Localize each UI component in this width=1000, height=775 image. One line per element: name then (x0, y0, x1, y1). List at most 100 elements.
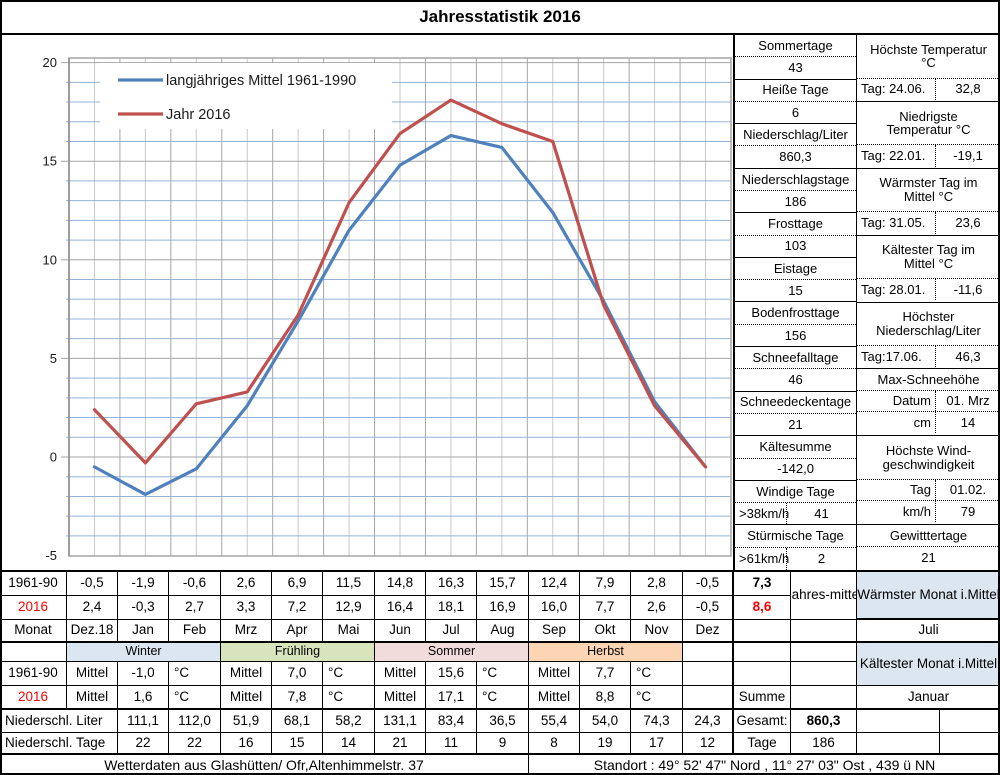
precip-tage-value: 14 (323, 733, 375, 755)
mean-2016-month-value: 16,4 (375, 596, 426, 620)
monthly-data-table: 1961-90 -0,5 -1,9 -0,6 2,6 6,9 11,5 14,8 16,3 15,… (0, 570, 1000, 775)
statistics-panel-right-column: Höchste Temperatur °C Tag: 24.06. 32,8 Niedr… (857, 35, 1000, 570)
stat-value-row: 6 (735, 102, 856, 123)
warmest-month-value: Juli (857, 620, 1000, 643)
stat-detail-label: Tag:17.06. (857, 346, 936, 368)
month-name: Jul (426, 620, 477, 643)
mean-1961-90-month-value: -0,5 (67, 572, 118, 596)
stat-value: 41 (814, 505, 829, 521)
season-header-winter: Winter (67, 643, 221, 662)
season-row-label: 2016 (0, 686, 67, 710)
stat-group-title: Gewitttertage (857, 525, 1000, 547)
stat-value-row: 46 (735, 369, 856, 390)
season-mittel-label: Mittel (67, 662, 118, 686)
season-mean-value: 1,6 (118, 686, 169, 710)
stat-group-hei-e-tage: Heiße Tage 6 (735, 80, 856, 125)
stat-detail-label: Tag: 22.01. (857, 145, 936, 167)
stat-group-title-line: Mittel °C (903, 189, 954, 205)
stat-group-windige-tage: Windige Tage >38km/h 41 (735, 481, 856, 526)
precip-tage-total-value: 186 (791, 733, 857, 755)
stat-group-title-line: Mittel °C (903, 255, 954, 271)
stat-group-title-line: Kältester Tag im (882, 242, 975, 258)
precip-liter-value: 51,9 (221, 710, 272, 733)
stat-detail-row: Tag 01.02. (857, 479, 1000, 502)
stat-group-title-line: Höchster (902, 309, 955, 325)
precip-liter-value: 68,1 (272, 710, 323, 733)
y-axis-tick-label: 10 (43, 252, 57, 267)
stat-value: -142,0 (777, 461, 814, 477)
season-unit: °C (477, 686, 529, 710)
stat-detail-label: Tag: 31.05. (857, 212, 936, 234)
stat-value-row: 156 (735, 325, 856, 346)
stat-group-max-schneeh-he: Max-Schneehöhe Datum 01. Mrz cm 14 (857, 369, 1000, 437)
stat-group-title-line: Höchste Wind- (885, 442, 972, 458)
precip-liter-total-label: Gesamt: (734, 710, 791, 733)
stat-detail-row: 21 (857, 547, 1000, 568)
annual-mean-2016: 8,6 (734, 596, 791, 620)
season-unit: °C (631, 662, 683, 686)
precip-tage-value: 12 (683, 733, 734, 755)
stat-group-sommertage: Sommertage 43 (735, 35, 856, 80)
season-row-label: 1961-90 (0, 662, 67, 686)
precip-tage-value: 17 (631, 733, 683, 755)
stat-detail-label: km/h (857, 501, 936, 523)
precip-liter-total-value: 860,3 (791, 710, 857, 733)
mean-2016-month-value: 7,7 (580, 596, 631, 620)
temperature-line-chart: 20 15 10 5 0 -5 langjähriges Mittel 1961-1990 J… (0, 35, 733, 570)
empty-cell (734, 643, 791, 662)
precip-liter-value: 54,0 (580, 710, 631, 733)
stat-group-title: Wärmster Tag im Mittel °C (857, 169, 1000, 213)
season-mittel-label: Mittel (67, 686, 118, 710)
stat-value: 15 (788, 283, 803, 299)
stat-group-title-line: Niedrigste (899, 108, 958, 124)
stat-group-bodenfrosttage: Bodenfrosttage 156 (735, 302, 856, 348)
stat-label: Heiße Tage (735, 80, 856, 102)
stat-label: Schneedeckentage (735, 392, 856, 414)
stat-group-gewitttertage: Gewitttertage 21 (857, 525, 1000, 570)
page-title: Jahresstatistik 2016 (419, 6, 581, 26)
stat-detail-label: Datum (857, 390, 936, 411)
stat-value: 103 (784, 238, 807, 254)
season-mean-value: 7,7 (580, 662, 631, 686)
cell-line: Mittel (967, 586, 1000, 602)
mean-1961-90-month-value: 2,6 (221, 572, 272, 596)
precip-liter-label: Niederschl. Liter (0, 710, 118, 733)
stat-detail-value: -11,6 (953, 282, 983, 298)
stat-detail-value: 32,8 (955, 81, 981, 97)
y-axis-tick-label: 20 (43, 55, 57, 70)
stat-detail-label: Tag: 28.01. (857, 279, 936, 301)
empty-cell (940, 710, 1000, 733)
stat-value: 860,3 (779, 149, 812, 165)
empty-cell (791, 686, 857, 710)
legend-entry-label: langjähriges Mittel 1961-1990 (166, 73, 356, 89)
coldest-month-label: Kältester Monat i. Mittel (857, 643, 1000, 686)
stat-value-prefix: >61km/h (735, 548, 789, 570)
stat-detail-row: Tag: 31.05. 23,6 (857, 212, 1000, 234)
mean-2016-month-value: 7,2 (272, 596, 323, 620)
empty-cell (683, 662, 734, 686)
stat-detail-row: Tag: 22.01. -19,1 (857, 145, 1000, 167)
month-name: Jan (118, 620, 169, 643)
mean-1961-90-month-value: -0,6 (169, 572, 221, 596)
precip-liter-value: 74,3 (631, 710, 683, 733)
month-name: Okt (580, 620, 631, 643)
empty-cell (683, 643, 734, 662)
stat-detail-row: cm 14 (857, 411, 1000, 434)
stat-group-title-line: geschwindigkeit (882, 456, 975, 472)
stat-group-schneefalltage: Schneefalltage 46 (735, 347, 856, 392)
series-line-year-2016 (92, 98, 708, 469)
stat-label: Eistage (735, 258, 856, 281)
mean-1961-90-month-value: 2,8 (631, 572, 683, 596)
legend-box (100, 63, 392, 129)
month-name: Nov (631, 620, 683, 643)
month-name: Sep (529, 620, 580, 643)
stat-group-title-line: °C (921, 55, 936, 71)
stat-value: 186 (784, 193, 807, 209)
stat-detail-value: 79 (960, 503, 976, 519)
mean-2016-month-value: -0,3 (118, 596, 169, 620)
precip-liter-value: 112,0 (169, 710, 221, 733)
stat-detail-value: 46,3 (955, 348, 981, 364)
season-mean-value: -1,0 (118, 662, 169, 686)
empty-cell (791, 620, 857, 643)
